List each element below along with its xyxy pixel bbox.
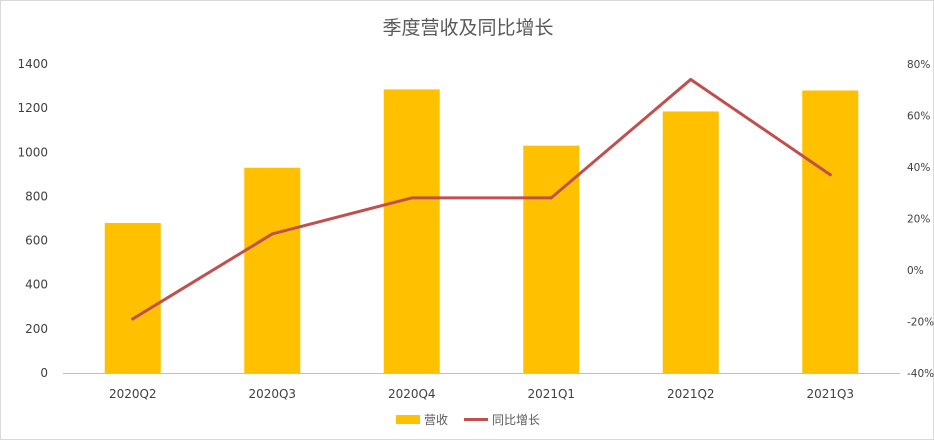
y-right-tick-label: 20% — [907, 214, 930, 226]
bar-2021Q2 — [662, 111, 719, 373]
bar-series — [104, 89, 859, 373]
y-right-tick-label: 60% — [907, 111, 930, 123]
y-right-tick-label: -40% — [907, 368, 934, 380]
x-tick-label: 2020Q3 — [248, 387, 296, 401]
y-left-tick-label: 400 — [25, 278, 48, 292]
y-left-tick-label: 800 — [25, 189, 48, 203]
x-tick-label: 2020Q4 — [388, 387, 436, 401]
y-left-tick-label: 1000 — [17, 145, 48, 159]
y-right-tick-label: 0% — [907, 265, 924, 277]
x-tick-label: 2021Q3 — [806, 387, 854, 401]
bar-2021Q3 — [802, 90, 859, 373]
growth-line — [131, 77, 832, 321]
y-axis-left-ticks: 0 200 400 600 800 1000 1200 1400 — [17, 57, 48, 380]
growth-point-2021Q3 — [828, 173, 832, 177]
line-series — [131, 77, 832, 321]
x-axis-ticks: 2020Q2 2020Q3 2020Q4 2021Q1 2021Q2 2021Q3 — [109, 387, 854, 401]
growth-point-2020Q3 — [270, 232, 274, 236]
x-tick-label: 2021Q2 — [667, 387, 715, 401]
y-axis-right-ticks: -40% -20% 0% 20% 40% 60% 80% — [907, 59, 934, 380]
growth-point-2021Q2 — [689, 77, 693, 81]
growth-point-2020Q2 — [131, 317, 135, 321]
growth-point-2020Q4 — [410, 196, 414, 200]
y-left-tick-label: 200 — [25, 322, 48, 336]
legend-line-label: 同比增长 — [492, 413, 540, 427]
x-tick-label: 2021Q1 — [527, 387, 575, 401]
y-left-tick-label: 1200 — [17, 101, 48, 115]
y-left-tick-label: 1400 — [17, 57, 48, 71]
y-left-tick-label: 600 — [25, 234, 48, 248]
growth-point-2021Q1 — [549, 196, 553, 200]
bar-2020Q2 — [104, 222, 161, 373]
legend-bar-swatch — [396, 415, 420, 424]
bar-2020Q3 — [244, 167, 301, 373]
chart-title: 季度营收及同比增长 — [382, 17, 553, 39]
y-right-tick-label: -20% — [907, 317, 934, 329]
x-tick-label: 2020Q2 — [109, 387, 157, 401]
y-right-tick-label: 80% — [907, 59, 930, 71]
y-right-tick-label: 40% — [907, 162, 930, 174]
legend-bar-label: 营收 — [424, 413, 448, 427]
bar-2020Q4 — [383, 89, 440, 373]
legend: 营收 同比增长 — [396, 413, 540, 427]
y-left-tick-label: 0 — [40, 366, 48, 380]
